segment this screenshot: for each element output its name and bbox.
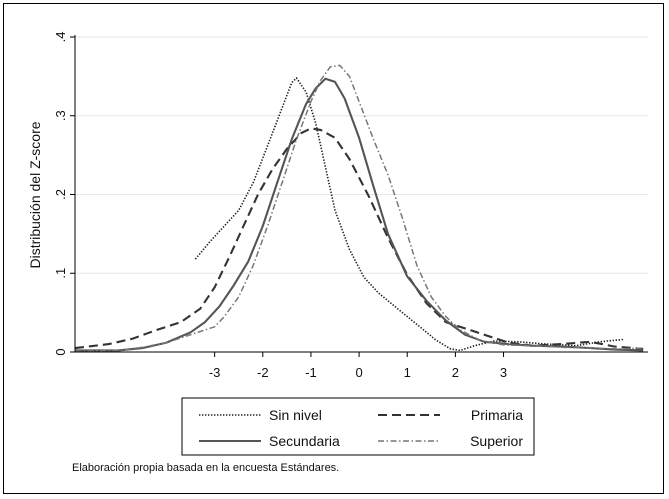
legend-label-superior: Superior	[470, 433, 523, 449]
legend: Sin nivel Primaria Secundaria Superior	[181, 397, 535, 456]
y-axis-label: Distribución del Z-score	[27, 121, 43, 268]
axes	[74, 35, 648, 353]
legend-label-primaria: Primaria	[471, 407, 523, 423]
x-tick-label-5: 2	[452, 365, 459, 380]
x-tick-label-6: 3	[500, 365, 507, 380]
y-tick-label-0: 0	[53, 348, 68, 355]
x-tick-label-1: -2	[257, 365, 269, 380]
series-line-sin-nivel	[194, 77, 624, 352]
y-tick-label-4: .4	[53, 32, 68, 43]
y-axis-ticks: 0 .1 .2 .3 .4	[53, 32, 75, 356]
gridlines	[75, 36, 648, 274]
legend-label-sin-nivel: Sin nivel	[269, 407, 322, 423]
y-tick-label-3: .3	[53, 110, 68, 121]
source-footnote: Elaboración propia basada en la encuesta…	[72, 462, 340, 474]
x-tick-label-2: -1	[305, 365, 317, 380]
x-tick-label-4: 1	[404, 365, 411, 380]
series-line-primaria	[74, 127, 644, 350]
series-line-superior	[74, 64, 644, 352]
series-lines	[74, 64, 644, 352]
legend-box	[181, 397, 535, 456]
x-tick-label-3: 0	[355, 365, 362, 380]
x-axis-ticks: -3 -2 -1 0 1 2 3	[209, 352, 507, 380]
legend-label-secundaria: Secundaria	[269, 433, 340, 449]
y-tick-label-1: .1	[53, 268, 68, 279]
y-tick-label-2: .2	[53, 189, 68, 200]
series-line-secundaria	[75, 77, 644, 352]
x-tick-label-0: -3	[209, 365, 221, 380]
